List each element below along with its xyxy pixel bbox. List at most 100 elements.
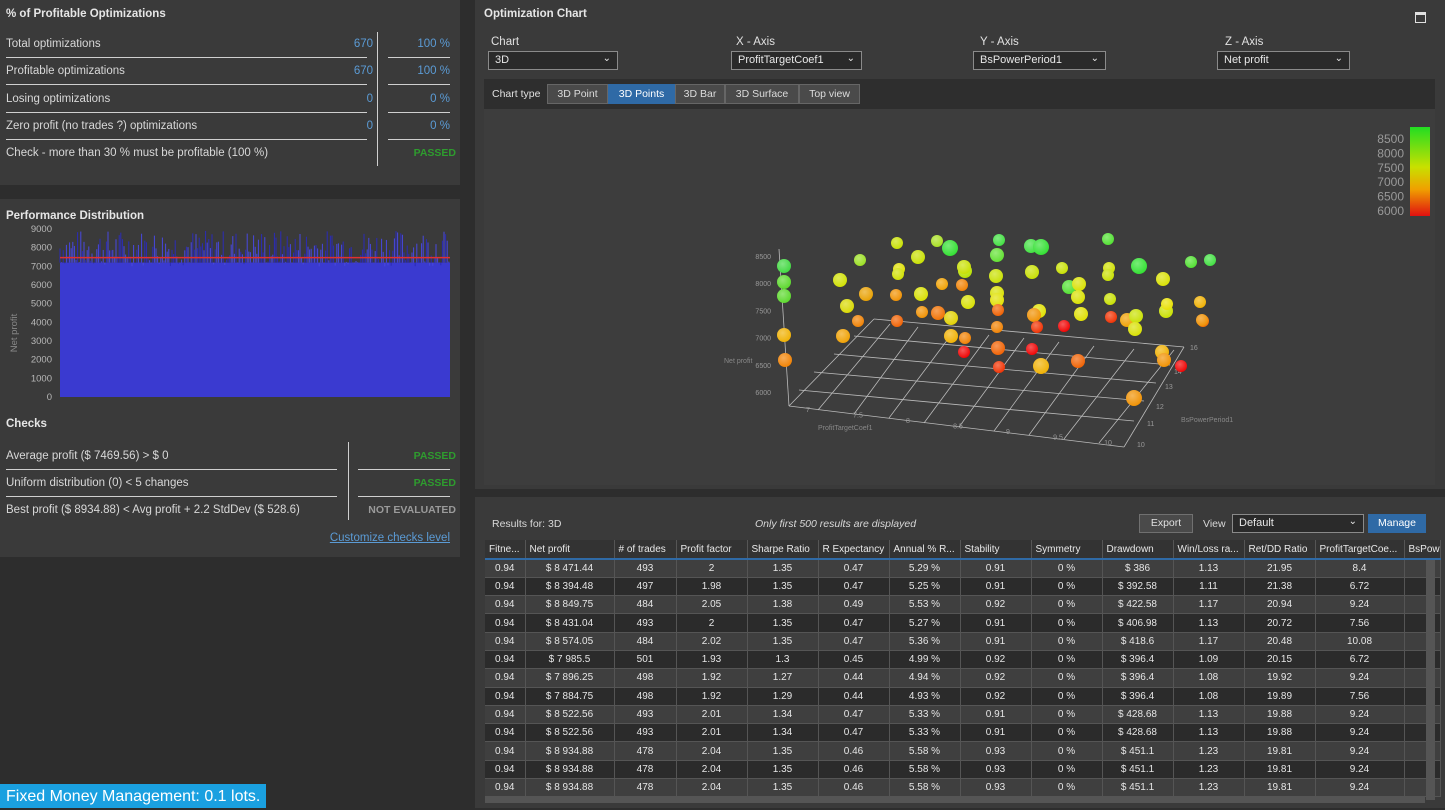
chart-type-3d-surface[interactable]: 3D Surface	[725, 84, 799, 104]
chart-point-highlight	[1185, 256, 1197, 268]
column-header[interactable]: Drawdown	[1102, 540, 1174, 560]
table-row[interactable]: 0.94 $ 8 522.56 493 2.01 1.34 0.47 5.33 % 0.91 0…	[485, 705, 1441, 725]
row-separator	[358, 469, 450, 470]
column-header[interactable]: Profit factor	[676, 540, 748, 560]
table-cell: $ 451.1	[1102, 778, 1174, 798]
table-cell: 5.58 %	[889, 778, 961, 798]
table-cell: 9.24	[1315, 778, 1405, 798]
table-row[interactable]: 0.94 $ 8 574.05 484 2.02 1.35 0.47 5.36 % 0.91 0…	[485, 632, 1441, 651]
check-row-label: Average profit ($ 7469.56) > $ 0	[6, 450, 169, 462]
manage-button[interactable]: Manage	[1368, 514, 1426, 533]
table-cell: 1.13	[1173, 559, 1245, 578]
table-row[interactable]: 0.94 $ 7 896.25 498 1.92 1.27 0.44 4.94 % 0.92 0…	[485, 668, 1441, 688]
table-cell: 0.94	[485, 668, 526, 688]
chart-type-top-view[interactable]: Top view	[799, 84, 860, 104]
x-axis-select[interactable]: ProfitTargetCoef1 ⌄	[731, 51, 862, 70]
chart-point-highlight	[1175, 360, 1187, 372]
column-header[interactable]: BsPow	[1404, 540, 1441, 560]
z-axis-select[interactable]: Net profit ⌄	[1217, 51, 1350, 70]
y-axis-tick: 16	[1190, 345, 1198, 352]
chart-point-highlight	[1129, 309, 1143, 323]
column-header[interactable]: Annual % R...	[889, 540, 961, 560]
table-cell: 19.89	[1244, 687, 1316, 706]
table-cell: 20.15	[1244, 650, 1316, 670]
chart-point-highlight	[1074, 307, 1088, 321]
table-cell: 0 %	[1031, 650, 1103, 670]
column-header[interactable]: Symmetry	[1031, 540, 1103, 560]
table-cell: $ 7 884.75	[525, 687, 615, 706]
z-axis-tick: 6500	[755, 363, 771, 370]
customize-checks-link[interactable]: Customize checks level	[329, 532, 450, 544]
y-axis-label: Y - Axis	[980, 36, 1019, 48]
export-button[interactable]: Export	[1139, 514, 1193, 533]
chart-point-highlight	[1072, 277, 1086, 291]
chart-point-highlight	[1104, 293, 1116, 305]
chart-point-highlight	[1033, 358, 1049, 374]
table-cell: 9.24	[1315, 595, 1405, 615]
maximize-icon[interactable]	[1415, 12, 1426, 23]
table-cell: 0.46	[818, 741, 890, 761]
row-separator	[6, 111, 367, 113]
table-row[interactable]: 0.94 $ 8 471.44 493 2 1.35 0.47 5.29 % 0.91 0 % $…	[485, 559, 1441, 578]
chart-select[interactable]: 3D ⌄	[488, 51, 618, 70]
row-separator	[388, 111, 450, 113]
performance-ytick: 2000	[31, 355, 52, 366]
chart-point-highlight	[836, 329, 850, 343]
table-cell: 19.88	[1244, 723, 1316, 743]
table-cell: 1.08	[1173, 687, 1245, 706]
table-cell: $ 8 522.56	[525, 705, 615, 725]
table-cell: 1.27	[747, 668, 819, 688]
checks-title: Checks	[6, 418, 47, 430]
table-row[interactable]: 0.94 $ 8 934.88 478 2.04 1.35 0.46 5.58 % 0.93 0…	[485, 778, 1441, 798]
optimization-chart-panel: Optimization Chart Chart 3D ⌄ X - Axis Pr…	[475, 0, 1445, 489]
chart-point-highlight	[989, 269, 1003, 283]
column-header[interactable]: Sharpe Ratio	[747, 540, 819, 560]
column-header[interactable]: # of trades	[614, 540, 677, 560]
table-cell: $ 8 574.05	[525, 632, 615, 651]
table-row[interactable]: 0.94 $ 8 849.75 484 2.05 1.38 0.49 5.53 % 0.92 0…	[485, 595, 1441, 615]
table-hscrollbar[interactable]	[485, 797, 1425, 803]
view-select[interactable]: Default ⌄	[1232, 514, 1364, 533]
column-header[interactable]: ProfitTargetCoe...	[1315, 540, 1405, 560]
y-axis-tick: 11	[1147, 421, 1154, 428]
table-cell: 0.91	[960, 559, 1032, 578]
table-cell: 1.92	[676, 687, 748, 706]
table-row[interactable]: 0.94 $ 8 394.48 497 1.98 1.35 0.47 5.25 % 0.91 0…	[485, 577, 1441, 597]
chart-type-3d-bar[interactable]: 3D Bar	[675, 84, 725, 104]
table-cell: 493	[614, 559, 677, 578]
column-header[interactable]: Ret/DD Ratio	[1244, 540, 1316, 560]
chart-point-highlight	[1027, 308, 1041, 322]
results-label: Results for: 3D	[492, 518, 562, 530]
table-row[interactable]: 0.94 $ 8 934.88 478 2.04 1.35 0.46 5.58 % 0.93 0…	[485, 741, 1441, 761]
table-cell: 1.08	[1173, 668, 1245, 688]
y-axis-select[interactable]: BsPowerPeriod1 ⌄	[973, 51, 1106, 70]
table-cell: 0.91	[960, 577, 1032, 597]
table-cell: 478	[614, 741, 677, 761]
column-header[interactable]: Fitne...	[485, 540, 526, 560]
table-row[interactable]: 0.94 $ 8 431.04 493 2 1.35 0.47 5.27 % 0.91 0 % $…	[485, 613, 1441, 633]
y-axis-select-value: BsPowerPeriod1	[980, 54, 1062, 66]
profitable-row-percent: 100 %	[417, 38, 450, 50]
z-axis-tick: 6000	[755, 390, 771, 397]
z-axis-tick: 8500	[755, 254, 771, 261]
chart-type-3d-point[interactable]: 3D Point	[547, 84, 608, 104]
table-row[interactable]: 0.94 $ 8 522.56 493 2.01 1.34 0.47 5.33 % 0.91 0…	[485, 723, 1441, 743]
chart-point-highlight	[959, 332, 971, 344]
view-label: View	[1203, 518, 1226, 530]
table-cell: 0.94	[485, 705, 526, 725]
table-cell: 5.33 %	[889, 723, 961, 743]
table-scrollbar[interactable]	[1426, 560, 1435, 800]
y-axis-tick: 10	[1137, 442, 1145, 449]
column-header[interactable]: Win/Loss ra...	[1173, 540, 1245, 560]
table-cell: 0.93	[960, 741, 1032, 761]
table-row[interactable]: 0.94 $ 7 985.5 501 1.93 1.3 0.45 4.99 % 0.92 0 %…	[485, 650, 1441, 670]
chart-point-highlight	[777, 259, 791, 273]
chart-type-3d-points[interactable]: 3D Points	[608, 84, 675, 104]
table-row[interactable]: 0.94 $ 7 884.75 498 1.92 1.29 0.44 4.93 % 0.92 0…	[485, 687, 1441, 706]
column-header[interactable]: Net profit	[525, 540, 615, 560]
column-header[interactable]: R Expectancy	[818, 540, 890, 560]
table-cell: 0.94	[485, 559, 526, 578]
table-cell: $ 396.4	[1102, 668, 1174, 688]
table-row[interactable]: 0.94 $ 8 934.88 478 2.04 1.35 0.46 5.58 % 0.93 0…	[485, 760, 1441, 780]
column-header[interactable]: Stability	[960, 540, 1032, 560]
